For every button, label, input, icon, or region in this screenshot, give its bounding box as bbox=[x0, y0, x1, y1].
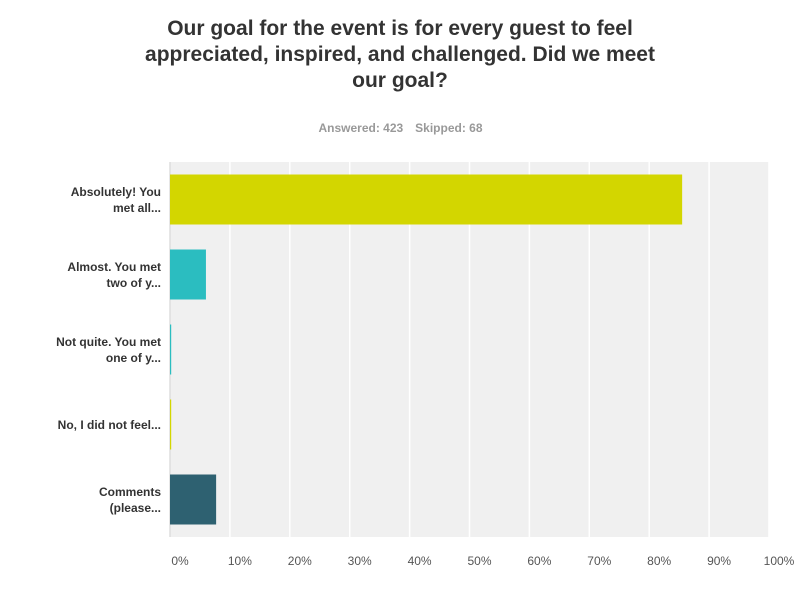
x-tick-label: 40% bbox=[408, 554, 432, 568]
y-tick-label: No, I did not feel... bbox=[57, 417, 161, 432]
y-tick-label: Comments (please... bbox=[98, 484, 161, 515]
bar bbox=[170, 324, 172, 375]
x-tick-label: 30% bbox=[348, 554, 372, 568]
bar bbox=[170, 399, 172, 450]
bar bbox=[170, 474, 217, 525]
skipped: Skipped: 68 bbox=[415, 121, 483, 135]
y-tick-label: Absolutely! You met all... bbox=[70, 184, 161, 215]
x-tick-label: 70% bbox=[587, 554, 611, 568]
answered: Answered: 423 bbox=[318, 121, 404, 135]
x-tick-label: 90% bbox=[707, 554, 731, 568]
response-stats: Answered: 423 Skipped: 68 bbox=[0, 121, 801, 135]
x-tick-label: 50% bbox=[467, 554, 491, 568]
x-tick-label: 0% bbox=[171, 554, 189, 568]
bar bbox=[170, 249, 206, 300]
y-tick-label: Almost. You met two of y... bbox=[67, 259, 161, 290]
x-tick-label: 80% bbox=[647, 554, 671, 568]
x-tick-label: 100% bbox=[764, 554, 795, 568]
bar bbox=[170, 174, 683, 225]
chart-title: Our goal for the event is for every gues… bbox=[145, 17, 655, 92]
y-tick-label: Not quite. You met one of y... bbox=[56, 334, 161, 365]
x-tick-label: 60% bbox=[527, 554, 551, 568]
x-tick-label: 20% bbox=[288, 554, 312, 568]
x-tick-label: 10% bbox=[228, 554, 252, 568]
